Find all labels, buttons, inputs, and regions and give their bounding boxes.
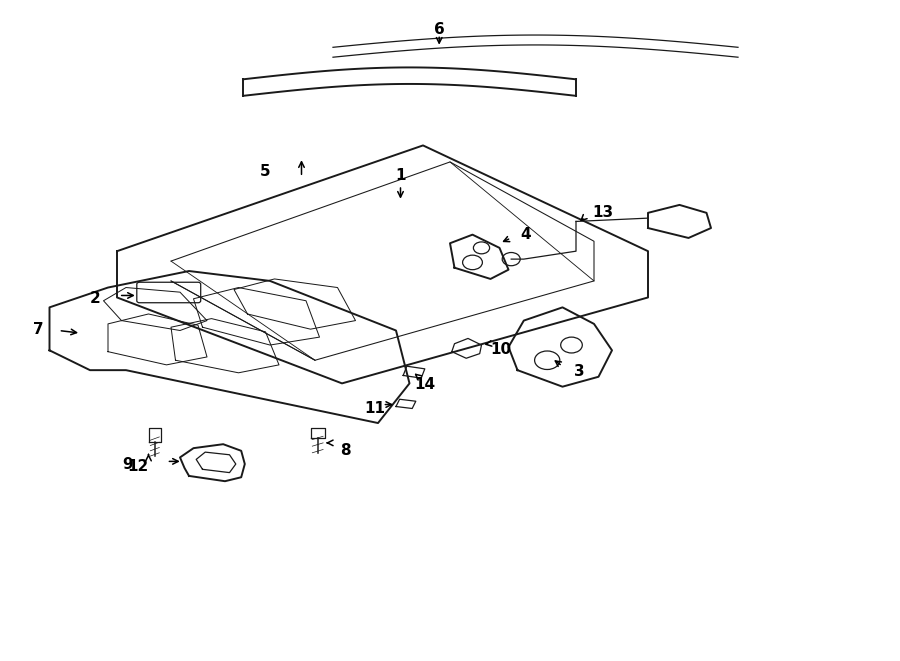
Text: 13: 13	[592, 206, 613, 220]
FancyBboxPatch shape	[137, 282, 201, 303]
Text: 8: 8	[340, 444, 351, 458]
Text: 12: 12	[127, 459, 148, 473]
Text: 3: 3	[574, 364, 585, 379]
Text: 2: 2	[90, 292, 101, 306]
Text: 1: 1	[395, 168, 406, 182]
Text: 14: 14	[414, 377, 436, 392]
Text: 10: 10	[491, 342, 511, 356]
Text: 6: 6	[434, 22, 445, 37]
Text: 5: 5	[260, 165, 271, 179]
Text: 9: 9	[122, 457, 133, 471]
Text: 7: 7	[32, 322, 43, 336]
Text: 11: 11	[364, 401, 385, 416]
Text: 4: 4	[520, 227, 531, 242]
